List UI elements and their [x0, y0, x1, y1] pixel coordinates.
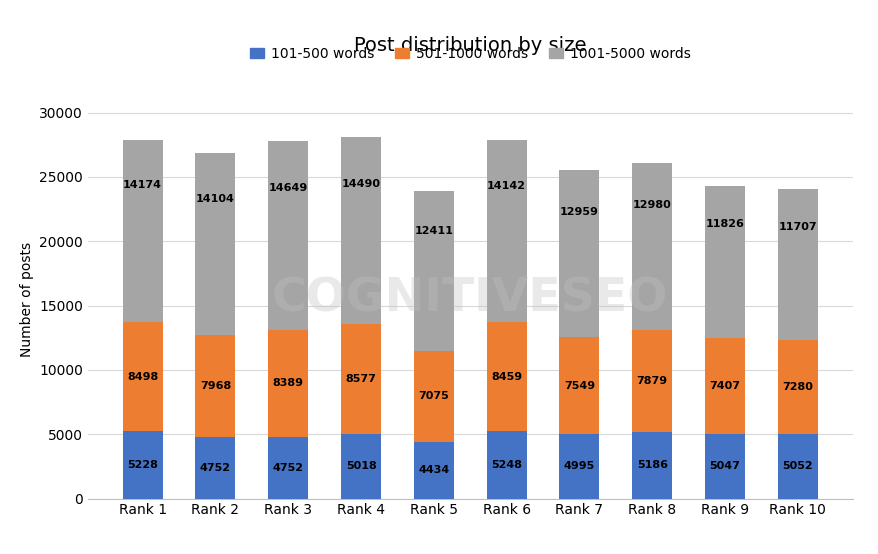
Bar [414, 191, 453, 351]
Bar [341, 324, 381, 434]
Bar [486, 140, 526, 322]
Text: 7879: 7879 [636, 376, 667, 386]
Text: 14142: 14142 [486, 181, 526, 191]
Text: 14490: 14490 [342, 179, 380, 189]
Text: 8577: 8577 [345, 374, 376, 384]
Bar [704, 186, 745, 338]
Bar [195, 335, 235, 438]
Legend: 101-500 words, 501-1000 words, 1001-5000 words: 101-500 words, 501-1000 words, 1001-5000… [249, 47, 690, 61]
Text: 11707: 11707 [778, 222, 817, 232]
Text: 4752: 4752 [272, 463, 304, 473]
Text: 4752: 4752 [200, 463, 231, 473]
Bar [268, 141, 308, 330]
Bar [268, 330, 308, 438]
Text: 5052: 5052 [781, 461, 812, 471]
Text: 7280: 7280 [781, 382, 812, 392]
Bar [195, 438, 235, 499]
Bar [558, 434, 599, 499]
Bar [341, 434, 381, 499]
Text: 8389: 8389 [272, 378, 304, 388]
Bar [558, 337, 599, 434]
Text: 5228: 5228 [127, 460, 158, 470]
Text: 8459: 8459 [491, 372, 522, 382]
Bar [777, 340, 817, 434]
Bar [631, 331, 672, 432]
Text: 12411: 12411 [414, 225, 453, 236]
Bar [704, 338, 745, 434]
Text: 5248: 5248 [491, 460, 522, 470]
Bar [123, 140, 162, 322]
Text: 5018: 5018 [345, 461, 376, 471]
Text: 5047: 5047 [709, 461, 739, 471]
Text: 8498: 8498 [127, 372, 158, 382]
Text: 11826: 11826 [705, 219, 744, 229]
Bar [123, 322, 162, 432]
Text: 14104: 14104 [196, 194, 234, 204]
Text: 7407: 7407 [709, 381, 739, 391]
Text: 4434: 4434 [418, 465, 449, 475]
Text: 14174: 14174 [123, 180, 162, 190]
Text: 14649: 14649 [269, 183, 307, 193]
Bar [195, 153, 235, 335]
Text: 12980: 12980 [632, 200, 671, 210]
Text: 7968: 7968 [199, 381, 231, 391]
Bar [777, 189, 817, 340]
Bar [631, 432, 672, 499]
Bar [558, 171, 599, 337]
Bar [123, 432, 162, 499]
Text: 7549: 7549 [564, 381, 594, 391]
Bar [414, 442, 453, 499]
Bar [414, 351, 453, 442]
Text: COGNITIVESEO: COGNITIVESEO [272, 276, 667, 322]
Bar [631, 163, 672, 331]
Title: Post distribution by size: Post distribution by size [354, 36, 586, 55]
Text: 12959: 12959 [559, 207, 598, 217]
Y-axis label: Number of posts: Number of posts [19, 242, 33, 357]
Bar [704, 434, 745, 499]
Text: 5186: 5186 [636, 460, 667, 470]
Text: 4995: 4995 [563, 461, 594, 471]
Bar [268, 438, 308, 499]
Bar [777, 434, 817, 499]
Bar [486, 431, 526, 499]
Bar [341, 137, 381, 324]
Bar [486, 322, 526, 431]
Text: 7075: 7075 [418, 391, 449, 401]
